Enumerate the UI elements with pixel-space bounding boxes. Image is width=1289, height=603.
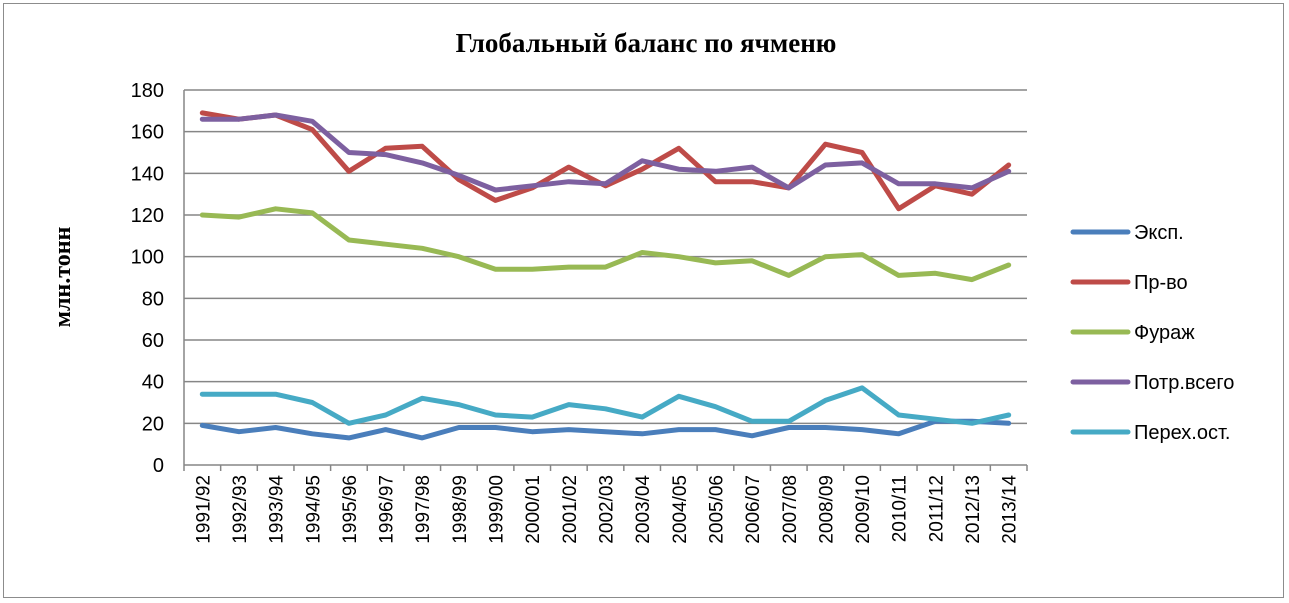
x-tick-label: 2001/02 [560,475,581,544]
x-tick-label: 2005/06 [706,475,727,544]
legend-label: Перех.ост. [1134,422,1230,444]
gridlines [184,89,1027,425]
y-tick-label: 0 [153,455,164,477]
x-tick-label: 2012/13 [963,475,984,544]
y-tick-label: 140 [131,163,164,185]
legend: Эксп. Пр-во Фураж Потр.всего Перех.ост. [1070,222,1234,444]
y-tick-label: 160 [131,122,164,144]
chart-frame [3,3,1284,598]
y-tick-label: 80 [142,288,164,310]
x-tick-label: 1997/98 [413,475,434,544]
x-tick-label: 2009/10 [853,475,874,544]
series-line [199,385,1012,426]
y-tick-label: 120 [131,205,164,227]
x-tick-label: 1991/92 [193,475,214,544]
axes: 0 20 40 60 80 100 120 140 160 180 1991/92 1992/93 19… [131,80,1028,544]
legend-label: Эксп. [1134,222,1184,244]
series-line [199,206,1012,283]
series-line [199,418,1012,441]
y-tick-label: 40 [142,372,164,394]
legend-item: Потр.всего [1070,372,1234,394]
x-tick-label: 1998/99 [450,475,471,544]
x-tick-label: 2000/01 [523,475,544,544]
x-tick-label: 2011/12 [926,475,947,542]
y-tick-label: 100 [131,247,164,269]
series-lines [199,110,1012,441]
x-tick-label: 2002/03 [597,475,618,544]
y-tick-label: 20 [142,413,164,435]
legend-item: Пр-во [1070,272,1188,294]
y-axis-label: млн.тонн [50,226,76,327]
chart-title: Глобальный баланс по ячменю [456,28,837,58]
legend-label: Потр.всего [1134,372,1234,394]
legend-label: Пр-во [1134,272,1188,294]
x-tick-label: 1992/93 [230,475,251,544]
x-tick-label: 2008/09 [816,475,837,544]
series-line [199,110,1012,212]
x-tick-label: 2007/08 [780,475,801,544]
x-tick-label: 1999/00 [487,475,508,544]
legend-item: Эксп. [1070,222,1184,244]
x-tick-label: 1993/94 [267,475,288,544]
series-line [199,112,1012,193]
legend-label: Фураж [1134,322,1195,344]
x-tick-label: 1994/95 [303,475,324,544]
legend-item: Перех.ост. [1070,422,1230,444]
x-tick-label: 2004/05 [670,475,691,544]
legend-item: Фураж [1070,322,1195,344]
y-tick-label: 60 [142,330,164,352]
x-tick-label: 1995/96 [340,475,361,544]
x-tick-label: 2010/11 [890,475,911,542]
x-tick-label: 2003/04 [633,475,654,544]
x-tick-label: 2013/14 [1000,475,1021,544]
y-tick-label: 180 [131,80,164,102]
x-tick-label: 2006/07 [743,475,764,544]
x-tick-label: 1996/97 [377,475,398,544]
